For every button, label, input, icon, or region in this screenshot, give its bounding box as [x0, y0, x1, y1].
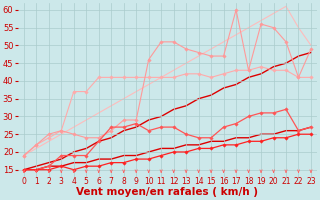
- X-axis label: Vent moyen/en rafales ( km/h ): Vent moyen/en rafales ( km/h ): [76, 187, 258, 197]
